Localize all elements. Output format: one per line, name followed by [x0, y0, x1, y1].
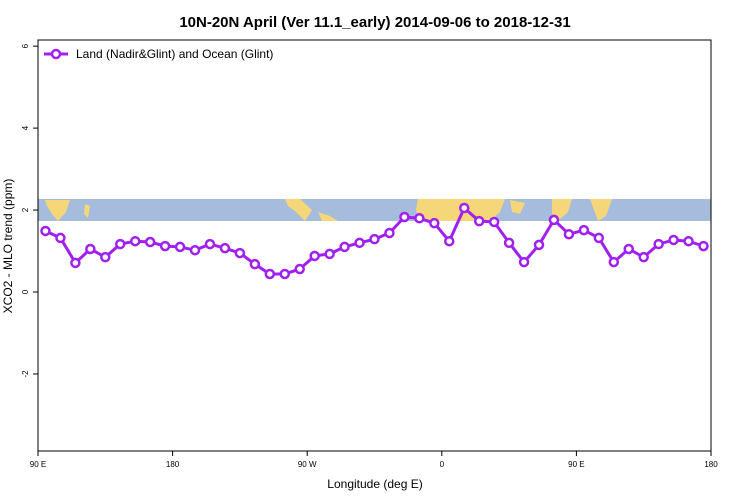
data-point: [369, 233, 380, 245]
y-axis-label: XCO2 - MLO trend (ppm): [1, 179, 15, 314]
data-point: [219, 242, 231, 254]
data-point: [503, 237, 515, 249]
data-point: [144, 236, 156, 248]
data-point: [115, 238, 126, 250]
x-tick-label: 180: [704, 460, 718, 469]
data-point: [234, 247, 246, 259]
data-point: [533, 239, 545, 251]
data-point: [593, 232, 605, 244]
data-point: [309, 250, 320, 262]
data-point: [55, 232, 66, 244]
data-point: [578, 224, 590, 236]
data-point: [85, 243, 96, 255]
data-point: [294, 263, 305, 275]
data-point: [40, 225, 51, 237]
data-point: [324, 248, 335, 260]
x-tick-label: 90 W: [298, 460, 317, 469]
data-point: [698, 240, 709, 252]
data-point: [159, 240, 171, 252]
data-point: [204, 238, 216, 250]
x-axis-label: Longitude (deg E): [327, 477, 422, 491]
chart-title: 10N-20N April (Ver 11.1_early) 2014-09-0…: [179, 14, 570, 31]
data-point: [354, 237, 365, 249]
data-point: [668, 234, 679, 246]
x-tick-label: 180: [166, 460, 180, 469]
y-tick-label: -2: [21, 370, 30, 378]
data-point: [174, 241, 186, 253]
data-point: [100, 251, 111, 263]
data-point: [399, 211, 410, 223]
x-tick-label: 90 E: [568, 460, 584, 469]
plot-frame: [37, 39, 712, 452]
data-point: [488, 216, 500, 228]
data-point: [129, 235, 141, 247]
data-point: [429, 217, 440, 229]
data-point: [264, 268, 276, 280]
data-point: [458, 202, 470, 214]
data-point: [518, 256, 530, 268]
data-point: [444, 235, 455, 247]
data-point: [414, 213, 425, 224]
data-point: [548, 214, 560, 226]
y-tick-label: 0: [21, 289, 30, 294]
data-point: [384, 227, 395, 239]
y-tick-label: 4: [21, 125, 30, 130]
y-tick-label: 6: [21, 43, 30, 48]
data-point: [638, 251, 649, 263]
data-point: [279, 268, 291, 280]
data-point: [473, 215, 485, 227]
x-tick-label: 90 E: [30, 460, 46, 469]
legend-marker: [50, 48, 62, 60]
legend-label: Land (Nadir&Glint) and Ocean (Glint): [76, 47, 273, 61]
data-point: [608, 256, 620, 268]
data-point: [563, 228, 575, 240]
data-point: [339, 241, 350, 253]
data-point: [70, 257, 81, 269]
data-point: [683, 235, 694, 247]
x-tick-label: 0: [440, 460, 445, 469]
data-point: [623, 243, 634, 255]
data-point: [653, 238, 664, 250]
data-point: [249, 258, 261, 270]
map-strip: [38, 199, 711, 221]
y-tick-label: 2: [21, 207, 30, 212]
data-point: [189, 244, 201, 256]
